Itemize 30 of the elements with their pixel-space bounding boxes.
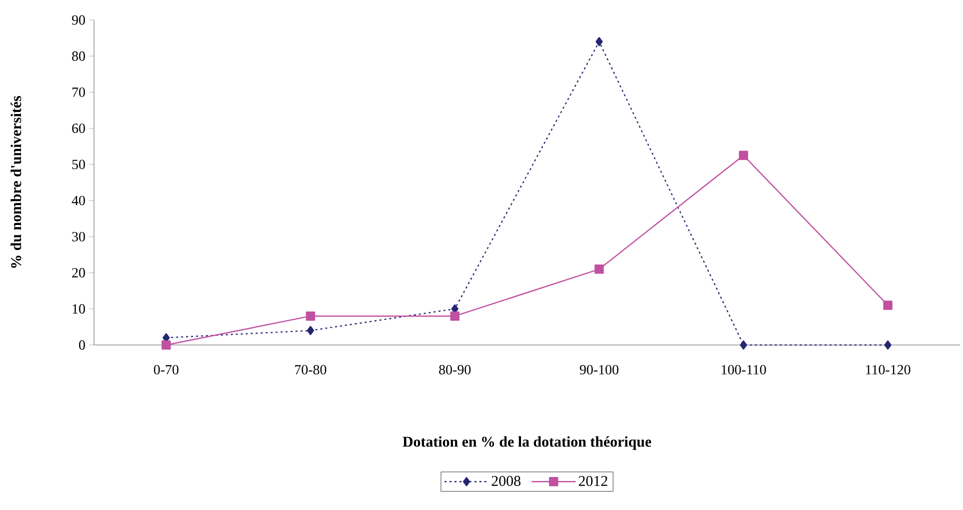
point <box>596 37 603 46</box>
point <box>450 312 460 321</box>
x-tick-label: 70-80 <box>295 365 326 374</box>
x-tick-label: 80-90 <box>439 365 471 374</box>
y-tick-label: 0 <box>79 340 85 350</box>
y-tick-label: 20 <box>72 268 85 278</box>
point <box>740 340 748 350</box>
point <box>306 312 316 321</box>
y-tick-label: 90 <box>72 15 85 25</box>
point <box>738 150 748 160</box>
y-tick-label: 30 <box>72 232 85 242</box>
y-tick-label: 10 <box>72 304 85 314</box>
point <box>306 326 314 336</box>
y-tick-label: 80 <box>72 51 85 61</box>
point <box>884 340 892 350</box>
x-tick-label: 110-120 <box>866 365 910 374</box>
point <box>162 340 171 350</box>
y-axis-title: % du nombre d'universités <box>10 96 22 268</box>
y-tick-label: 60 <box>72 124 85 134</box>
y-tick-label: 40 <box>72 196 85 206</box>
y-tick-label: 50 <box>72 160 85 170</box>
point <box>594 264 604 274</box>
point <box>883 300 892 310</box>
legend-label: 2008 <box>492 476 520 486</box>
x-tick-label: 0-70 <box>154 365 178 374</box>
x-tick-label: 90-100 <box>580 365 618 374</box>
y-tick-label: 70 <box>72 88 85 97</box>
x-tick-label: 100-110 <box>722 365 766 374</box>
x-axis-title: Dotation en % de la dotation théorique <box>402 436 652 450</box>
legend-label: 2012 <box>578 476 608 486</box>
